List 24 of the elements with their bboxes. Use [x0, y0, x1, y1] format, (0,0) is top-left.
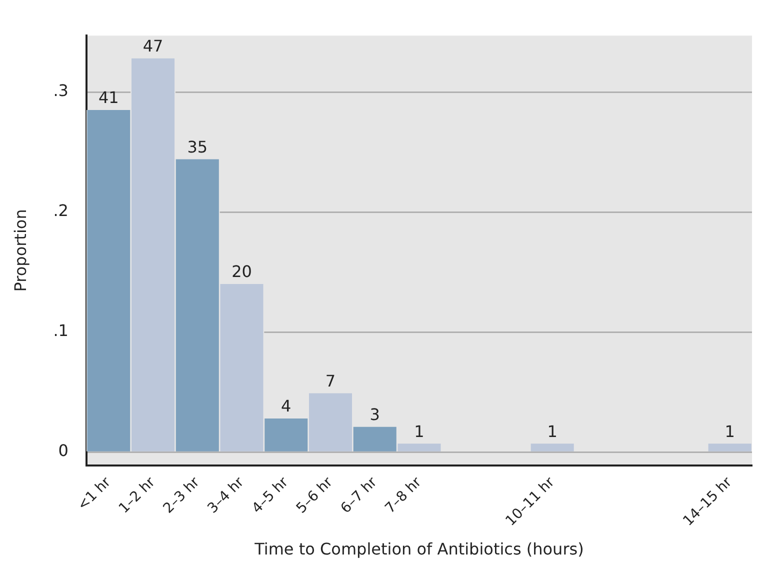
- annotation: 4: [281, 396, 292, 416]
- x-tick-label: 1–2 hr: [116, 474, 159, 517]
- y-axis-title: Proportion: [10, 209, 30, 292]
- y-tick-label: .3: [53, 81, 68, 100]
- x-tick-label: 7–8 hr: [382, 474, 425, 517]
- annotation: 41: [98, 88, 119, 108]
- x-tick-label: 3–4 hr: [204, 474, 248, 517]
- x-tick-label: 6–7 hr: [338, 474, 380, 517]
- annotation: 1: [724, 422, 735, 441]
- y-tick-label: .2: [53, 201, 68, 220]
- x-tick-label: <1 hr: [74, 474, 114, 514]
- x-tick-label: 2–3 hr: [160, 474, 203, 517]
- annotation: 7: [325, 371, 336, 390]
- y-tick-label: .1: [53, 321, 68, 340]
- annotation: 35: [187, 137, 208, 156]
- annotation: 20: [232, 262, 252, 282]
- x-axis-title: Time to Completion of Antibiotics (hours): [254, 540, 584, 559]
- annotation: 1: [414, 422, 424, 441]
- y-tick-label: 0: [58, 441, 68, 460]
- annotation: 47: [142, 36, 164, 56]
- annotation: 1: [547, 422, 558, 441]
- x-tick-label: 4–5 hr: [249, 474, 292, 517]
- annotation: 3: [370, 405, 380, 424]
- x-tick-label: 5–6 hr: [294, 474, 336, 517]
